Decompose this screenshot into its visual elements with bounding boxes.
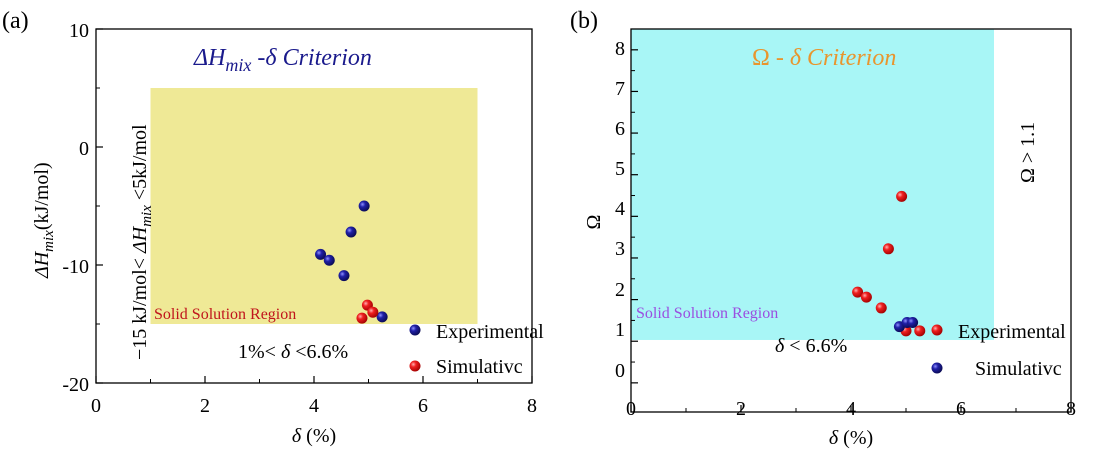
- x-axis-label-a: δ (%): [292, 425, 336, 447]
- y-tick-label: 0: [615, 360, 625, 382]
- legend-b: Experimental Simulativc: [931, 321, 1066, 380]
- data-point-experimental: [358, 200, 370, 212]
- legend-marker-simulative-b: [931, 362, 943, 374]
- y-tick-label: 0: [79, 138, 89, 160]
- legend-a: Experimental Simulativc: [409, 321, 544, 378]
- data-points-b: [852, 190, 926, 337]
- delta-range-note-a: 1%< δ <6.6%: [238, 341, 348, 363]
- y-tick-label: 8: [615, 38, 625, 60]
- legend-label-experimental-b: Experimental: [958, 321, 1066, 343]
- x-tick-label: 8: [527, 395, 537, 417]
- panel-label-a: (a): [2, 8, 29, 34]
- data-point-experimental: [345, 226, 357, 238]
- y-tick-label: 2: [615, 279, 625, 301]
- y-tick-label: 4: [615, 198, 625, 220]
- x-tick-label: 2: [736, 398, 746, 420]
- x-tick-label: 2: [200, 395, 210, 417]
- y-tick-label: -10: [62, 256, 89, 278]
- data-point-simulativc: [907, 316, 919, 328]
- legend-marker-experimental-a: [409, 324, 421, 336]
- data-point-experimental: [882, 243, 894, 255]
- x-tick-label: 8: [1066, 398, 1076, 420]
- chart-title-b: Ω - δ Criterion: [752, 45, 896, 71]
- data-point-experimental: [376, 311, 388, 323]
- x-axis-a: 0 2 4 6 8 δ (%): [91, 376, 537, 447]
- x-tick-label: 6: [418, 395, 428, 417]
- legend-label-simulative-b: Simulativc: [975, 358, 1062, 380]
- chart-title-a: ΔHmix -δ Criterion: [193, 45, 372, 75]
- legend-label-experimental-a: Experimental: [436, 321, 544, 343]
- data-point-experimental: [875, 302, 887, 314]
- y-axis-label-b: Ω: [583, 215, 605, 230]
- y-tick-label: 3: [615, 238, 625, 260]
- x-axis-b: 0 2 4 6 8 δ (%): [626, 398, 1076, 449]
- x-tick-label: 0: [626, 398, 636, 420]
- data-point-experimental: [338, 270, 350, 282]
- y-tick-label: 10: [69, 20, 89, 42]
- y-tick-label: 1: [615, 319, 625, 341]
- x-tick-label: 6: [956, 398, 966, 420]
- data-point-simulativc: [367, 306, 379, 318]
- data-point-experimental: [852, 286, 864, 298]
- legend-marker-simulative-a: [409, 360, 421, 372]
- data-points-a: [315, 200, 388, 324]
- y-tick-label: -20: [62, 374, 89, 396]
- y-tick-label: 7: [615, 78, 625, 100]
- solid-solution-region-a: [150, 88, 478, 324]
- x-axis-label-b: δ (%): [829, 427, 873, 449]
- panel-b: Solid Solution Region (b) Ω - δ Criterio…: [570, 8, 1076, 449]
- legend-marker-experimental-b: [931, 324, 943, 336]
- solid-solution-region-b: [631, 29, 994, 340]
- legend-label-simulative-a: Simulativc: [436, 356, 523, 378]
- x-tick-label: 4: [309, 395, 319, 417]
- data-point-experimental: [323, 254, 335, 266]
- data-point-experimental: [315, 248, 327, 260]
- data-point-experimental: [914, 325, 926, 337]
- y-axis-a: 10 0 -10 -20 ΔHmix(kJ/mol): [31, 20, 103, 396]
- panel-label-b: (b): [570, 8, 598, 34]
- y-tick-label: 6: [615, 118, 625, 140]
- delta-range-note-b: δ < 6.6%: [775, 335, 847, 357]
- y-axis-b: 0 1 2 3 4 5 6 7 8 Ω: [583, 38, 638, 384]
- panel-a: Solid Solution Region (a) ΔHmix -δ Crite…: [2, 8, 544, 447]
- x-tick-label: 0: [91, 395, 101, 417]
- data-point-simulativc: [356, 312, 368, 324]
- region-label-a: Solid Solution Region: [154, 306, 296, 323]
- region-label-b: Solid Solution Region: [636, 305, 778, 322]
- data-point-experimental: [896, 190, 908, 202]
- omega-range-note: Ω > 1.1: [1017, 122, 1039, 183]
- y-tick-label: 5: [615, 158, 625, 180]
- enthalpy-range-note: −15 kJ/mol< ΔHmix <5kJ/mol: [129, 124, 155, 360]
- y-axis-label-a: ΔHmix(kJ/mol): [31, 162, 57, 279]
- data-point-experimental: [860, 291, 872, 303]
- x-tick-label: 4: [846, 398, 856, 420]
